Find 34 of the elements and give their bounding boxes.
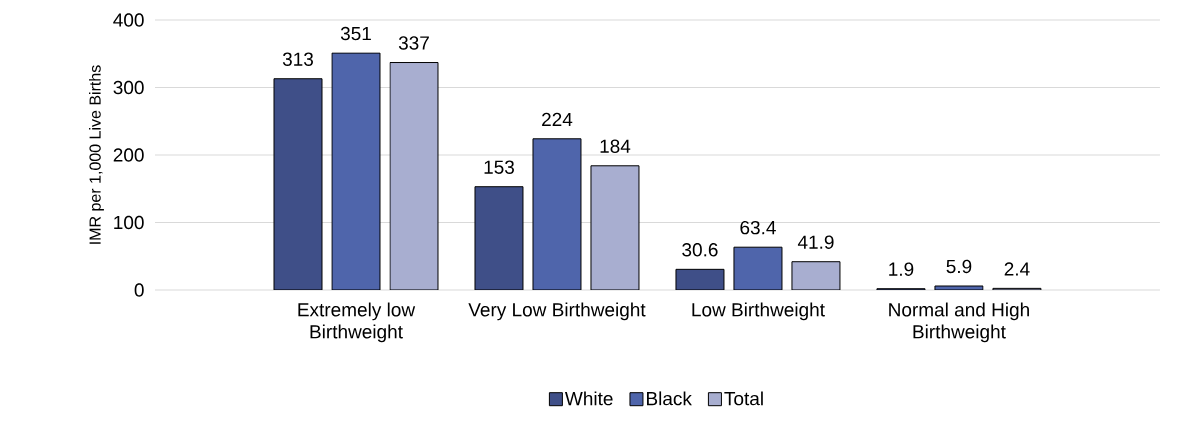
legend-label: White (564, 391, 613, 406)
data-label: 184 (600, 139, 631, 153)
legend-label: Black (647, 391, 692, 406)
bar (532, 138, 582, 290)
bar (590, 165, 640, 290)
bar (791, 261, 841, 290)
data-label: 351 (340, 26, 371, 41)
bar (474, 186, 524, 290)
x-tick-label: Low Birthweight (692, 302, 825, 321)
bar (273, 78, 323, 290)
y-tick-label: 0 (134, 283, 144, 297)
data-label: 63.4 (740, 220, 776, 235)
y-axis-title: IMR per 1,000 Live Births (89, 65, 104, 244)
y-tick-label: 200 (113, 148, 144, 162)
x-tick-label: Very Low Birthweight (468, 302, 646, 321)
bar (331, 52, 381, 290)
data-label: 5.9 (946, 259, 972, 274)
y-tick-label: 100 (114, 215, 144, 230)
legend-label: Total (724, 391, 763, 406)
bar (733, 246, 783, 290)
data-label: 313 (282, 52, 313, 66)
data-label: 224 (542, 112, 573, 126)
data-label: 1.9 (889, 262, 914, 276)
data-label: 2.4 (1004, 262, 1030, 276)
data-label: 337 (398, 36, 429, 50)
bar (934, 285, 984, 290)
y-tick-label: 400 (113, 13, 144, 27)
data-label: 153 (484, 160, 514, 174)
data-label: 30.6 (682, 243, 718, 257)
data-label: 41.9 (797, 235, 834, 249)
bar (389, 62, 439, 290)
y-tick-label: 300 (113, 80, 144, 95)
x-tick-label: Extremely low Birthweight (298, 302, 416, 343)
x-tick-label: Normal and High Birthweight (889, 302, 1029, 343)
